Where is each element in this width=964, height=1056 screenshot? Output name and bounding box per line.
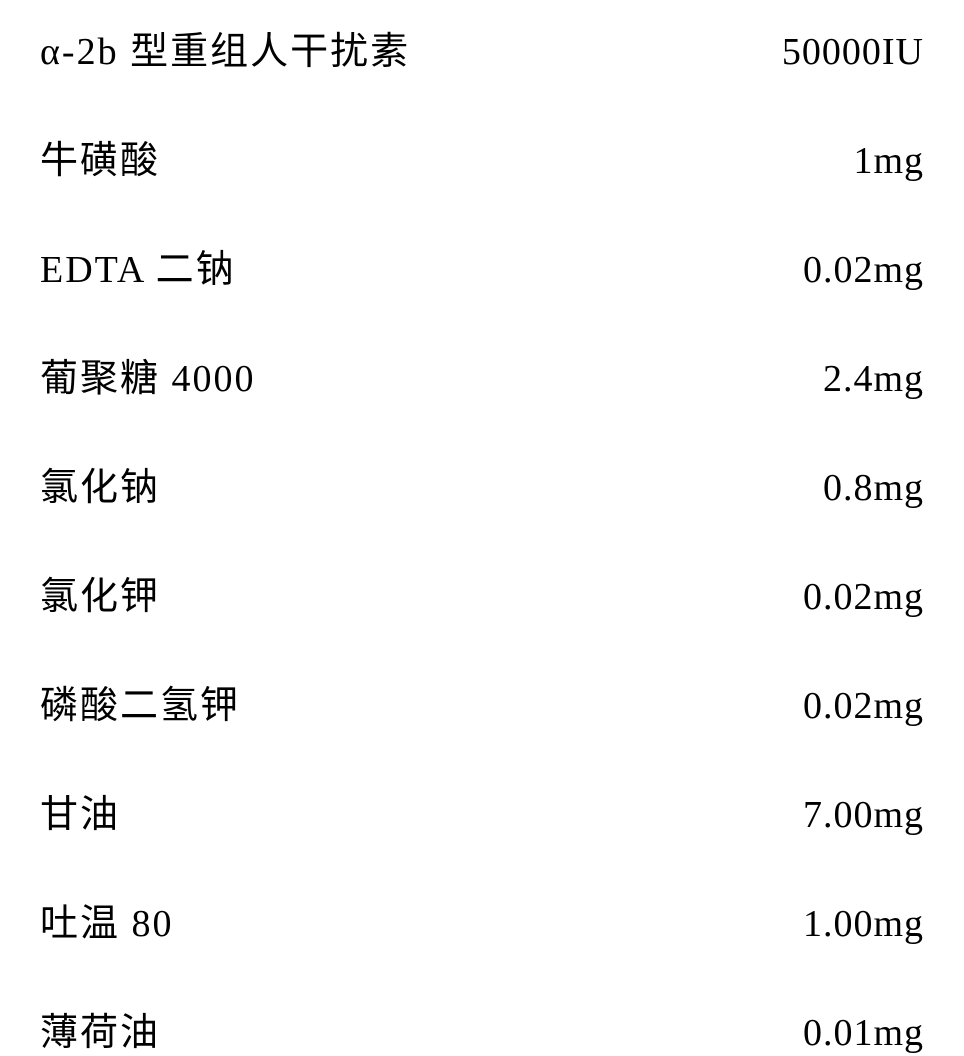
ingredient-name: 牛磺酸: [40, 129, 160, 184]
ingredient-amount: 1.00mg: [803, 902, 924, 946]
ingredient-name: 氯化钠: [40, 456, 160, 511]
ingredient-amount: 0.02mg: [803, 684, 924, 728]
ingredient-row: 甘油 7.00mg: [40, 783, 924, 838]
ingredient-name: 薄荷油: [40, 1001, 160, 1056]
ingredient-name: 吐温 80: [40, 892, 174, 947]
ingredient-amount: 1mg: [853, 139, 924, 183]
ingredient-row: 氯化钠 0.8mg: [40, 456, 924, 511]
ingredient-name: 甘油: [40, 783, 120, 838]
ingredient-row: 牛磺酸 1mg: [40, 129, 924, 184]
ingredient-amount: 0.02mg: [803, 575, 924, 619]
ingredient-name: α-2b 型重组人干扰素: [40, 20, 410, 75]
ingredient-amount: 7.00mg: [803, 793, 924, 837]
ingredient-name: 氯化钾: [40, 565, 160, 620]
ingredient-name: EDTA 二钠: [40, 238, 236, 293]
ingredient-amount: 0.01mg: [803, 1011, 924, 1055]
ingredient-row: 吐温 80 1.00mg: [40, 892, 924, 947]
ingredient-amount: 0.8mg: [823, 466, 924, 510]
ingredient-list: α-2b 型重组人干扰素 50000IU 牛磺酸 1mg EDTA 二钠 0.0…: [40, 20, 924, 1056]
ingredient-row: 磷酸二氢钾 0.02mg: [40, 674, 924, 729]
ingredient-amount: 0.02mg: [803, 248, 924, 292]
ingredient-row: 葡聚糖 4000 2.4mg: [40, 347, 924, 402]
ingredient-row: 薄荷油 0.01mg: [40, 1001, 924, 1056]
ingredient-row: EDTA 二钠 0.02mg: [40, 238, 924, 293]
ingredient-row: 氯化钾 0.02mg: [40, 565, 924, 620]
ingredient-name: 磷酸二氢钾: [40, 674, 240, 729]
ingredient-row: α-2b 型重组人干扰素 50000IU: [40, 20, 924, 75]
ingredient-amount: 2.4mg: [823, 357, 924, 401]
ingredient-name: 葡聚糖 4000: [40, 347, 256, 402]
ingredient-amount: 50000IU: [782, 30, 924, 74]
